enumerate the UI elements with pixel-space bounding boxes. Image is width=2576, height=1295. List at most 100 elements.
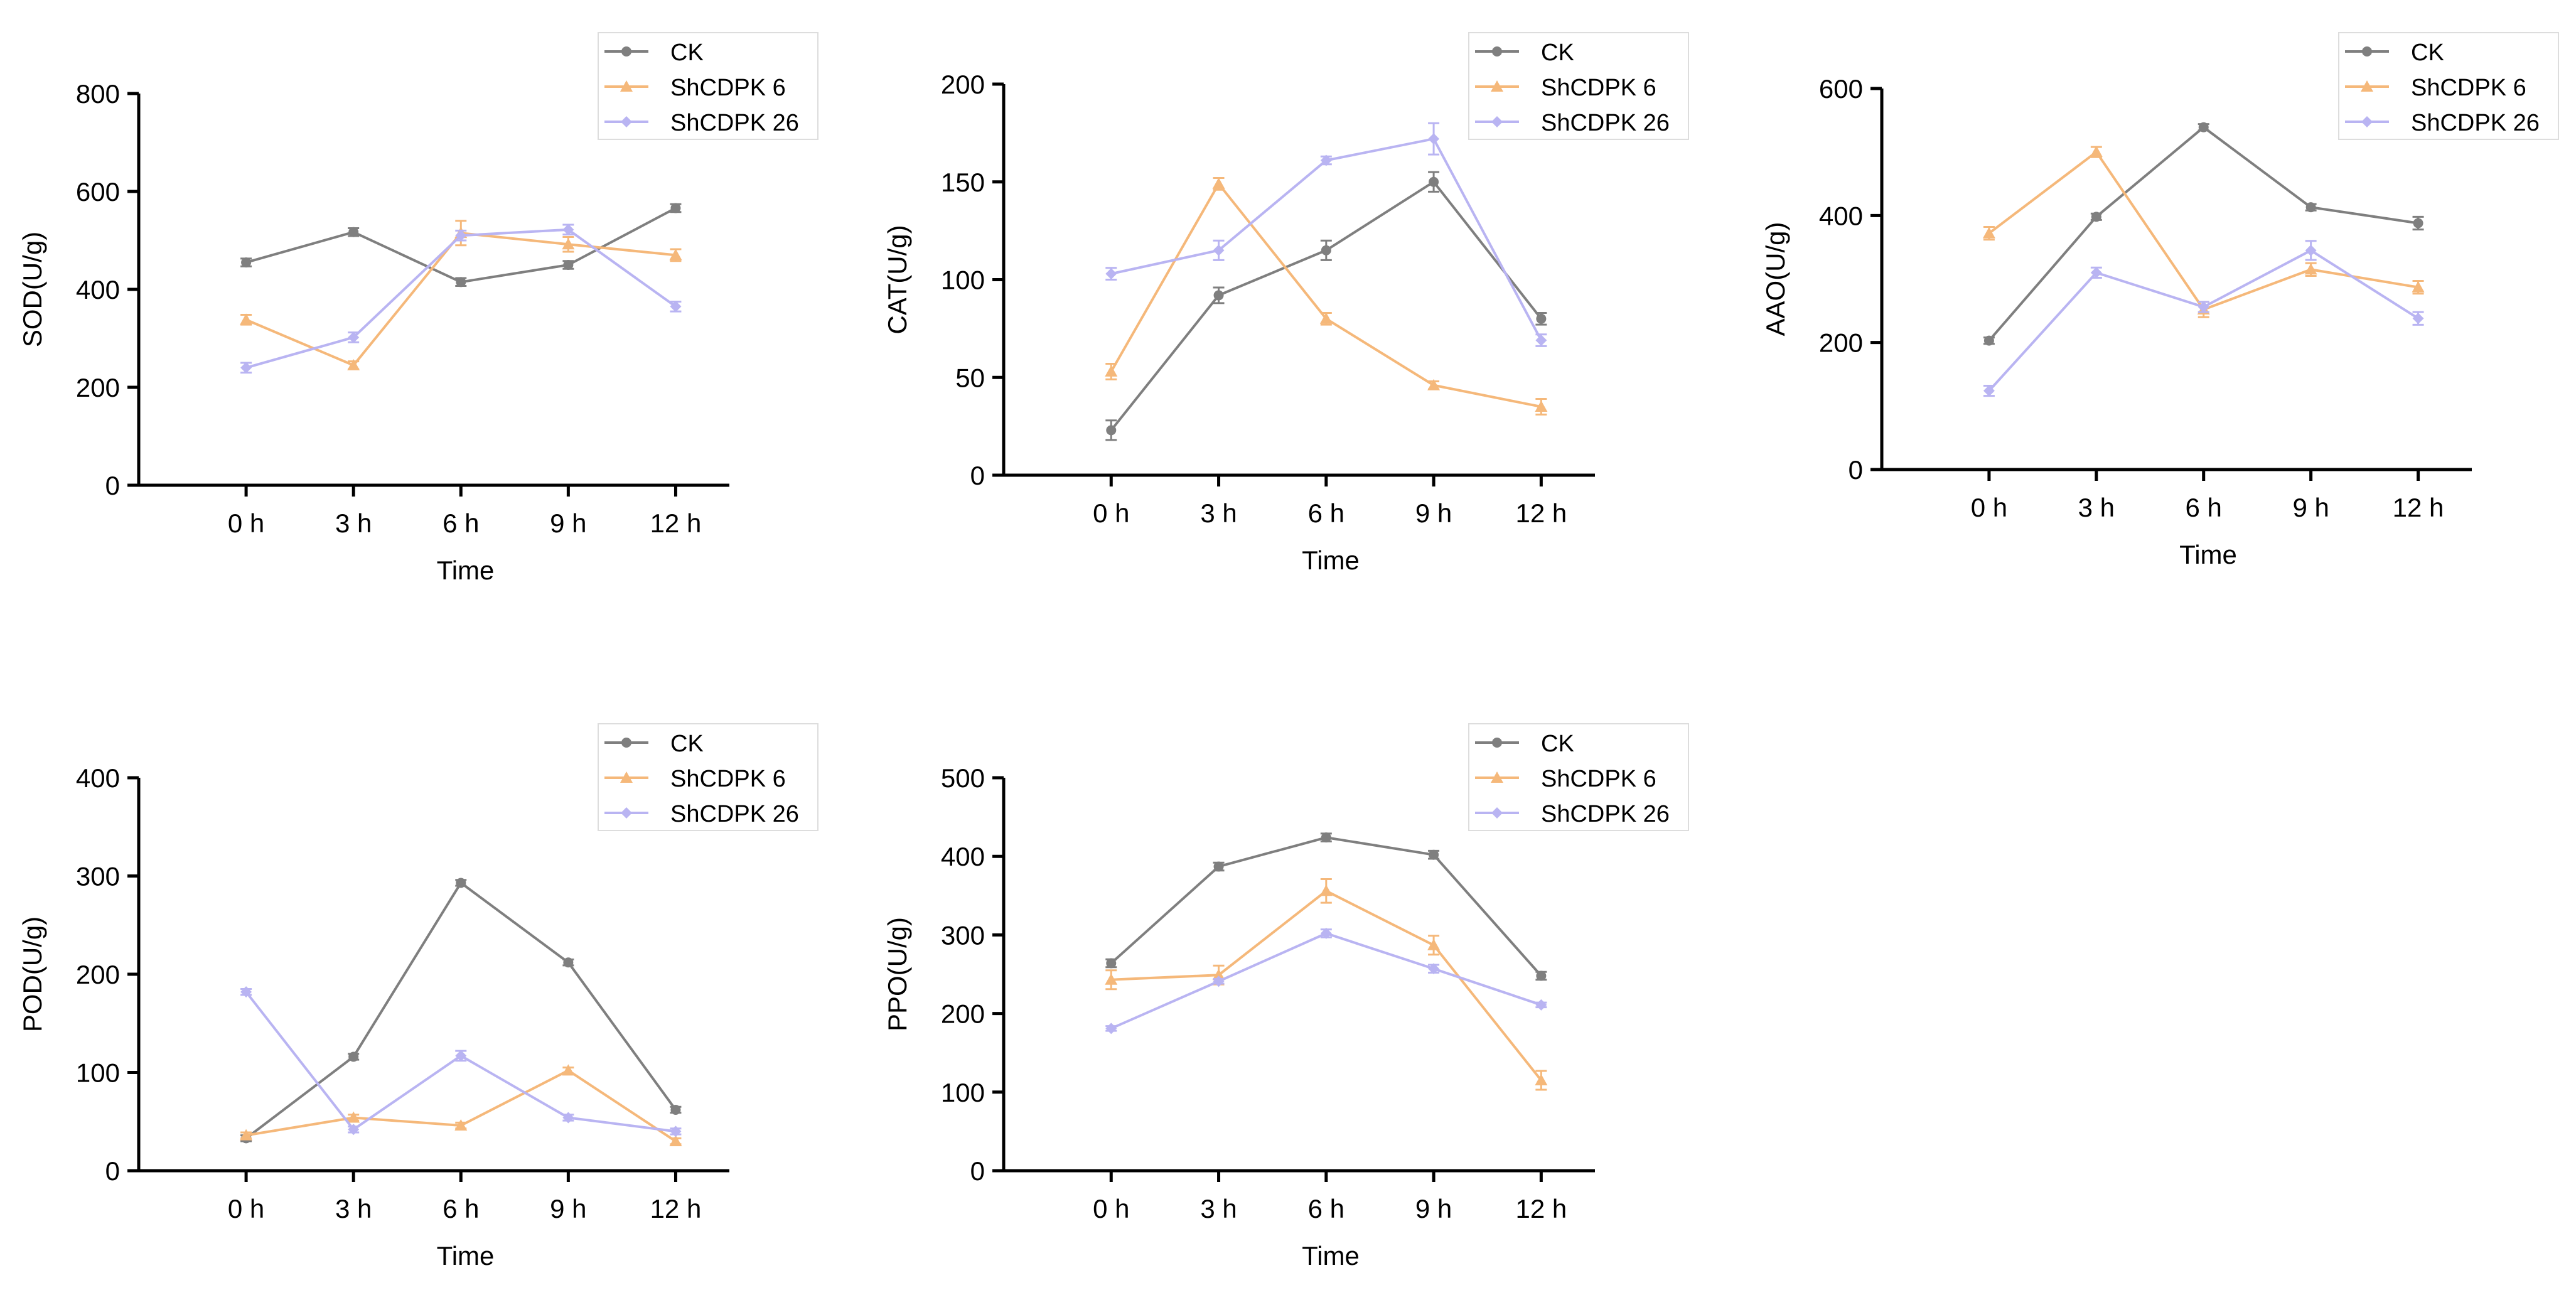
y-tick-label: 500 (941, 763, 985, 793)
legend-swatch-marker (2361, 80, 2373, 92)
data-point (2198, 122, 2209, 132)
series-shcdpk-26 (240, 986, 682, 1137)
data-point (1536, 970, 1547, 981)
legend-label: ShCDPK 26 (1541, 110, 1670, 136)
x-tick-label: 3 h (1200, 1194, 1237, 1223)
series-line (1110, 836, 1542, 977)
data-point (563, 957, 574, 968)
x-tick-label: 6 h (1308, 1194, 1344, 1223)
data-point (669, 1135, 682, 1147)
data-point (348, 1051, 359, 1062)
x-tick-label: 6 h (1308, 498, 1344, 528)
data-point (456, 277, 466, 287)
y-tick-label: 200 (1819, 328, 1863, 358)
x-tick-label: 12 h (1515, 498, 1567, 528)
data-point (1320, 154, 1332, 166)
y-tick-label: 400 (941, 842, 985, 871)
legend-swatch-marker (620, 80, 633, 92)
legend-label: CK (1541, 40, 1574, 66)
data-point (1429, 849, 1439, 860)
data-point (347, 358, 360, 370)
x-tick-label: 0 h (228, 1194, 264, 1223)
data-point (562, 1064, 575, 1076)
x-tick-label: 6 h (443, 1194, 479, 1223)
data-point (240, 313, 253, 325)
series-line (1988, 150, 2418, 311)
x-axis-title: Time (437, 1241, 495, 1271)
x-tick-label: 9 h (550, 508, 586, 538)
data-point (1321, 245, 1331, 255)
y-tick-label: 200 (941, 70, 985, 99)
legend-label: ShCDPK 6 (670, 766, 786, 792)
data-point (1106, 425, 1117, 436)
legend-label: ShCDPK 6 (670, 75, 786, 101)
data-point (2198, 301, 2209, 313)
legend-swatch-marker (1491, 116, 1503, 127)
y-tick-label: 0 (970, 461, 985, 490)
data-point (1106, 958, 1117, 969)
x-tick-label: 9 h (2292, 493, 2329, 522)
data-point (670, 1126, 682, 1137)
x-tick-label: 3 h (335, 508, 372, 538)
data-point (2412, 313, 2424, 325)
series-line (1111, 889, 1542, 1082)
legend-label: CK (670, 40, 704, 66)
legend: CK ShCDPK 6 ShCDPK 26 (2338, 32, 2559, 140)
series-line (1110, 932, 1542, 1030)
legend-label: ShCDPK 6 (2411, 75, 2526, 101)
y-tick-label: 0 (105, 471, 120, 500)
legend-label: ShCDPK 26 (670, 801, 799, 827)
legend: CK ShCDPK 6 ShCDPK 26 (598, 723, 818, 831)
data-point (1319, 312, 1333, 324)
data-point (2412, 281, 2425, 293)
chart-pod: 0 100 200 300 400 0 h 3 h 6 h 9 h 12 h Time POD(U/g… (18, 723, 818, 1271)
series-shcdpk-26 (1105, 122, 1547, 347)
data-point (563, 260, 574, 270)
series-ck (1105, 171, 1547, 441)
data-point (670, 301, 682, 313)
data-point (1212, 177, 1225, 189)
x-tick-label: 0 h (228, 508, 264, 538)
y-tick-label: 400 (76, 763, 120, 793)
y-tick-label: 200 (76, 373, 120, 402)
y-tick-label: 600 (1819, 74, 1863, 104)
series-shcdpk-6 (1982, 146, 2425, 318)
y-tick-label: 200 (941, 999, 985, 1029)
series-ck (240, 878, 682, 1144)
data-point (456, 878, 466, 888)
x-tick-label: 12 h (650, 508, 702, 538)
data-point (240, 1129, 253, 1141)
series-shcdpk-26 (240, 223, 682, 374)
data-point (1536, 313, 1547, 324)
series-line (245, 232, 676, 367)
legend-label: ShCDPK 6 (1541, 766, 1656, 792)
data-point (348, 331, 360, 343)
series-line (1988, 249, 2419, 392)
x-axis-title: Time (437, 556, 495, 585)
data-point (1212, 969, 1225, 981)
data-point (348, 227, 359, 237)
legend: CK ShCDPK 6 ShCDPK 26 (1468, 32, 1689, 140)
data-point (1105, 1023, 1117, 1034)
series-line (1110, 137, 1543, 341)
legend-swatch-marker (1492, 738, 1502, 748)
series-shcdpk-6 (240, 1064, 682, 1147)
x-axis-title: Time (1302, 1241, 1360, 1271)
data-point (1428, 133, 1440, 145)
legend-swatch-marker (1491, 807, 1503, 819)
chart-ppo: 0 100 200 300 400 500 0 h 3 h 6 h 9 h 12 h Time PPO(… (883, 723, 1689, 1271)
data-point (347, 1111, 360, 1123)
data-point (1105, 268, 1117, 280)
data-point (1105, 365, 1118, 377)
x-tick-label: 6 h (2186, 493, 2222, 522)
legend-swatch-marker (621, 807, 632, 819)
data-point (1983, 385, 1995, 397)
data-point (2091, 212, 2101, 222)
data-point (1321, 832, 1331, 843)
legend-label: ShCDPK 26 (1541, 801, 1670, 827)
data-point (562, 238, 575, 250)
series-shcdpk-6 (1105, 878, 1548, 1091)
legend-swatch-marker (620, 771, 633, 783)
data-point (2304, 263, 2317, 275)
y-tick-label: 800 (76, 79, 120, 109)
